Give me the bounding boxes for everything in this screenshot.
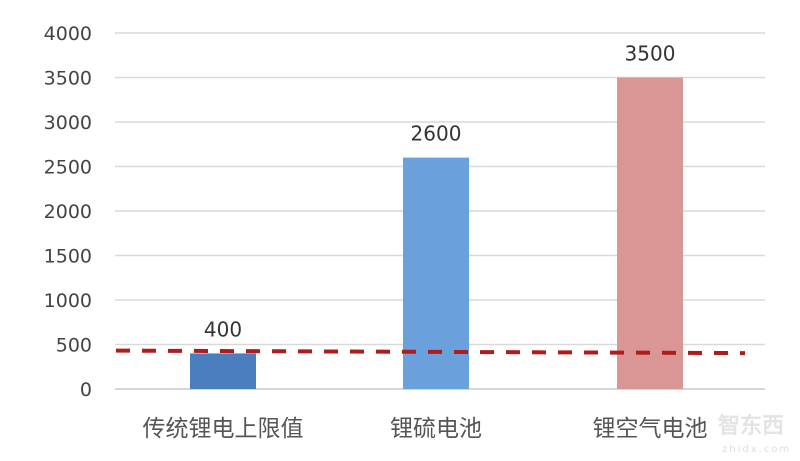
bar <box>403 157 469 389</box>
data-labels: 400 2600 3500 <box>204 42 676 342</box>
category-labels: 传统锂电上限值 锂硫电池 锂空气电池 <box>143 416 708 442</box>
category-label: 锂硫电池 <box>390 416 482 442</box>
y-tick-label: 1500 <box>44 246 92 268</box>
y-tick-label: 3000 <box>44 112 92 134</box>
bar <box>617 77 683 389</box>
watermark-url: zhidx.com <box>722 444 791 455</box>
y-tick-label: 0 <box>80 379 92 401</box>
category-label: 传统锂电上限值 <box>143 416 304 442</box>
y-tick-label: 1000 <box>44 290 92 312</box>
y-tick-label: 4000 <box>44 23 92 45</box>
y-tick-label: 2500 <box>44 157 92 179</box>
category-label: 锂空气电池 <box>593 416 708 442</box>
y-tick-labels: 0 500 1000 1500 2000 2500 3000 3500 4000 <box>44 23 92 401</box>
data-label: 3500 <box>625 42 676 66</box>
y-tick-label: 3500 <box>44 68 92 90</box>
data-label: 2600 <box>411 122 462 146</box>
y-tick-label: 2000 <box>44 201 92 223</box>
watermark-logo: 智东西 <box>718 413 784 439</box>
bar <box>190 353 256 389</box>
reference-dashed-line <box>115 348 746 356</box>
data-label: 400 <box>204 317 242 341</box>
watermark: 智东西 zhidx.com <box>718 413 791 455</box>
y-tick-label: 500 <box>56 335 92 357</box>
